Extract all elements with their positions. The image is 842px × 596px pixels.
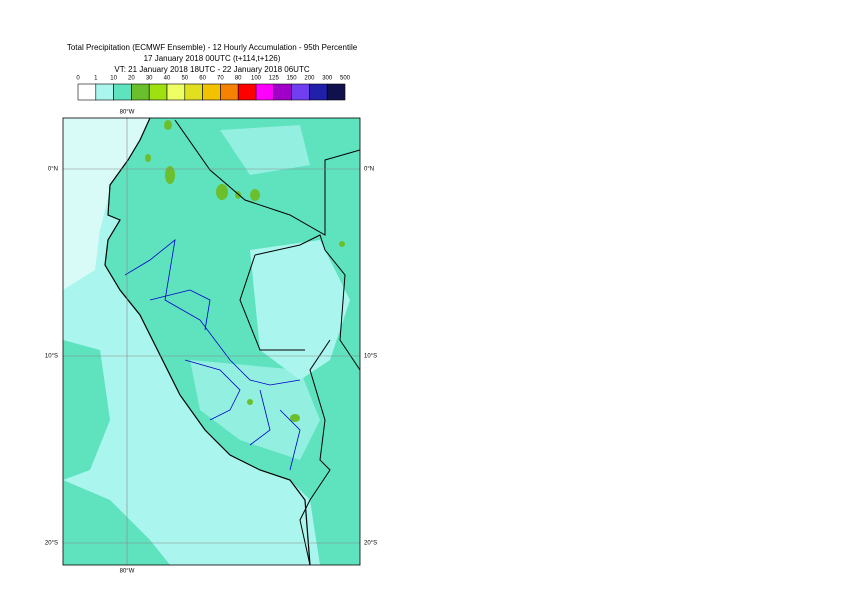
- lat-label: 20°S: [45, 541, 58, 547]
- legend-label: 10: [110, 76, 117, 82]
- light-area: [190, 360, 320, 460]
- legend-label: 1: [94, 76, 98, 82]
- lon-label: 80°W: [120, 110, 135, 116]
- lat-label: 10°S: [45, 354, 58, 360]
- graticule: [63, 118, 360, 565]
- legend-label: 125: [269, 76, 280, 82]
- light-area: [250, 240, 350, 380]
- legend-swatch: [220, 83, 239, 101]
- legend-label: 20: [128, 76, 135, 82]
- legend-swatch: [202, 83, 221, 101]
- subtitle: VT: 21 January 2018 18UTC - 22 January 2…: [114, 65, 309, 74]
- legend-swatch: [166, 83, 186, 101]
- legend-swatch: [309, 83, 328, 101]
- legend-label: 70: [217, 76, 224, 82]
- legend-swatch: [237, 83, 257, 101]
- header: Total Precipitation (ECMWF Ensemble) - 1…: [67, 43, 358, 74]
- legend-label: 30: [146, 76, 153, 82]
- precip-area: [63, 340, 110, 480]
- legend-swatch: [131, 83, 150, 101]
- legend-swatch: [291, 83, 310, 101]
- legend-label: 50: [181, 76, 188, 82]
- legend-label: 100: [251, 76, 262, 82]
- dry-area: [63, 118, 160, 290]
- lat-label: 20°S: [364, 541, 377, 547]
- legend-swatch: [255, 83, 275, 101]
- light-area: [220, 125, 310, 175]
- legend-swatch: [273, 83, 292, 101]
- legend-swatch: [184, 83, 203, 101]
- legend-label: 80: [235, 76, 242, 82]
- legend: 0 1 10 20 30 40 50 60 70 80 100 125 150 200 300 500: [76, 76, 351, 101]
- legend-label: 200: [304, 76, 315, 82]
- country-border: [174, 119, 360, 565]
- legend-swatch: [95, 83, 114, 101]
- legend-label: 150: [287, 76, 298, 82]
- legend-label: 0: [76, 76, 80, 82]
- heavy-spots: [145, 120, 345, 422]
- legend-swatch: [113, 83, 132, 101]
- lat-label: 0°N: [364, 167, 374, 173]
- legend-label: 500: [340, 76, 351, 82]
- legend-label: 300: [322, 76, 333, 82]
- map: 80°W 80°W 0°N 0°N 10°S 10°S 20°S 20°S: [45, 110, 377, 575]
- lat-label: 0°N: [48, 167, 58, 173]
- title: Total Precipitation (ECMWF Ensemble) - 1…: [67, 43, 358, 52]
- lat-label: 10°S: [364, 354, 377, 360]
- legend-swatch: [148, 83, 168, 101]
- legend-label: 40: [164, 76, 171, 82]
- coastline: [104, 118, 311, 565]
- map-frame: [62, 117, 361, 566]
- precip-area: [63, 480, 170, 565]
- legend-label: 60: [199, 76, 206, 82]
- region-border: [124, 239, 301, 471]
- legend-swatch: [77, 83, 97, 101]
- legend-swatch: [326, 83, 346, 101]
- lon-label: 80°W: [120, 569, 135, 575]
- subtitle: 17 January 2018 00UTC (t+114,t+126): [144, 54, 281, 63]
